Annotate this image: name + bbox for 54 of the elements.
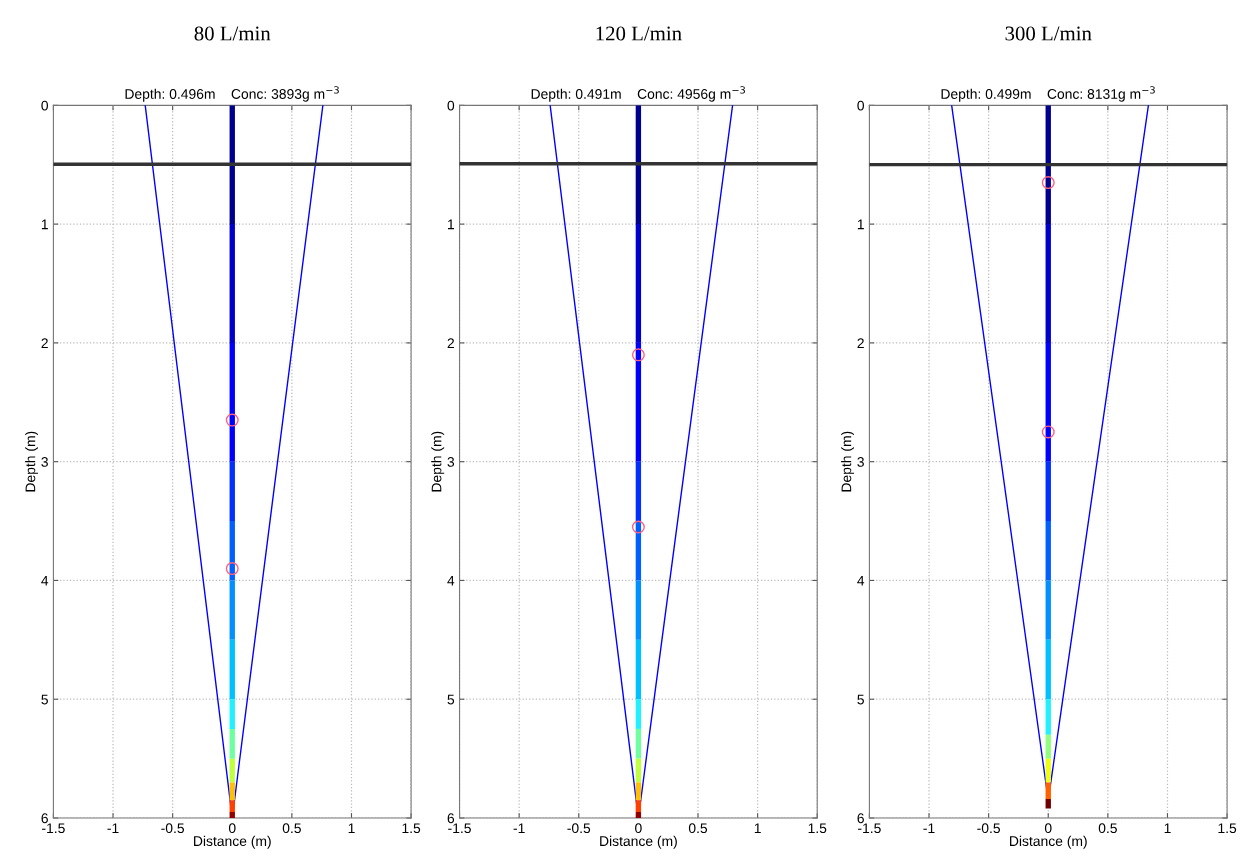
y-tick-label: 2 (41, 338, 48, 348)
y-tick-label: 6 (857, 813, 864, 824)
x-tick-label: 1.5 (402, 823, 421, 834)
y-tick-label: 1 (41, 219, 48, 230)
y-axis-title: Depth (m) (25, 431, 39, 492)
chart-title: 80 L/min (194, 26, 271, 41)
x-tick-label: -0.5 (161, 823, 185, 834)
y-tick-label: 0 (41, 100, 48, 111)
x-tick-label: -1 (107, 823, 119, 833)
x-tick-label: 0 (1044, 823, 1052, 834)
y-tick-label: 2 (857, 338, 864, 348)
y-tick-label: 6 (41, 813, 48, 824)
x-axis-title: Distance (m) (600, 835, 677, 849)
y-tick-label: 3 (857, 457, 864, 467)
chart-subtitle: Depth: 0.491m Conc: 4956g m$^{−3}$ (531, 86, 745, 102)
x-tick-label: -1 (923, 823, 935, 833)
x-tick-label: 0.5 (282, 823, 301, 834)
y-tick-label: 1 (448, 219, 454, 230)
x-tick-label: 1.5 (808, 823, 827, 834)
y-tick-label: 5 (857, 694, 864, 705)
x-tick-label: -0.5 (567, 823, 591, 834)
y-tick-label: 2 (447, 338, 454, 348)
x-tick-label: -0.5 (977, 823, 1001, 834)
y-axis-title: Depth (m) (841, 431, 855, 492)
y-tick-label: 5 (447, 694, 455, 705)
x-tick-label: -1.5 (42, 823, 65, 834)
y-tick-label: 4 (857, 575, 865, 586)
x-tick-label: -1 (513, 823, 525, 833)
x-tick-label: 0 (635, 823, 642, 834)
y-tick-label: 0 (857, 100, 864, 111)
x-tick-label: 0.5 (1098, 823, 1117, 834)
y-tick-label: 3 (447, 457, 455, 467)
x-tick-label: 0 (228, 823, 236, 834)
y-tick-label: 6 (447, 813, 455, 824)
y-tick-label: 4 (41, 575, 49, 586)
x-tick-label: 1 (348, 823, 355, 833)
x-tick-label: 1.5 (1218, 823, 1237, 834)
x-tick-label: 0.5 (688, 823, 708, 834)
chart-subtitle: Depth: 0.499m Conc: 8131g m$^{−3}$ (941, 86, 1155, 102)
x-tick-label: -1.5 (858, 823, 881, 834)
y-tick-label: 5 (41, 694, 48, 705)
chart-title: 120 L/min (596, 26, 682, 41)
x-tick-label: 1 (1164, 823, 1171, 833)
x-tick-label: -1.5 (448, 823, 471, 834)
x-axis-title: Distance (m) (1010, 835, 1087, 849)
y-tick-label: 4 (447, 575, 455, 586)
y-tick-label: 0 (447, 100, 455, 111)
x-axis-title: Distance (m) (194, 835, 271, 849)
chart-subtitle: Depth: 0.496m Conc: 3893g m$^{−3}$ (125, 86, 339, 102)
chart-title: 300 L/min (1005, 26, 1092, 41)
y-tick-label: 1 (857, 219, 864, 230)
x-tick-label: 1 (754, 823, 761, 833)
y-tick-label: 3 (41, 457, 48, 467)
y-axis-title: Depth (m) (431, 431, 445, 492)
